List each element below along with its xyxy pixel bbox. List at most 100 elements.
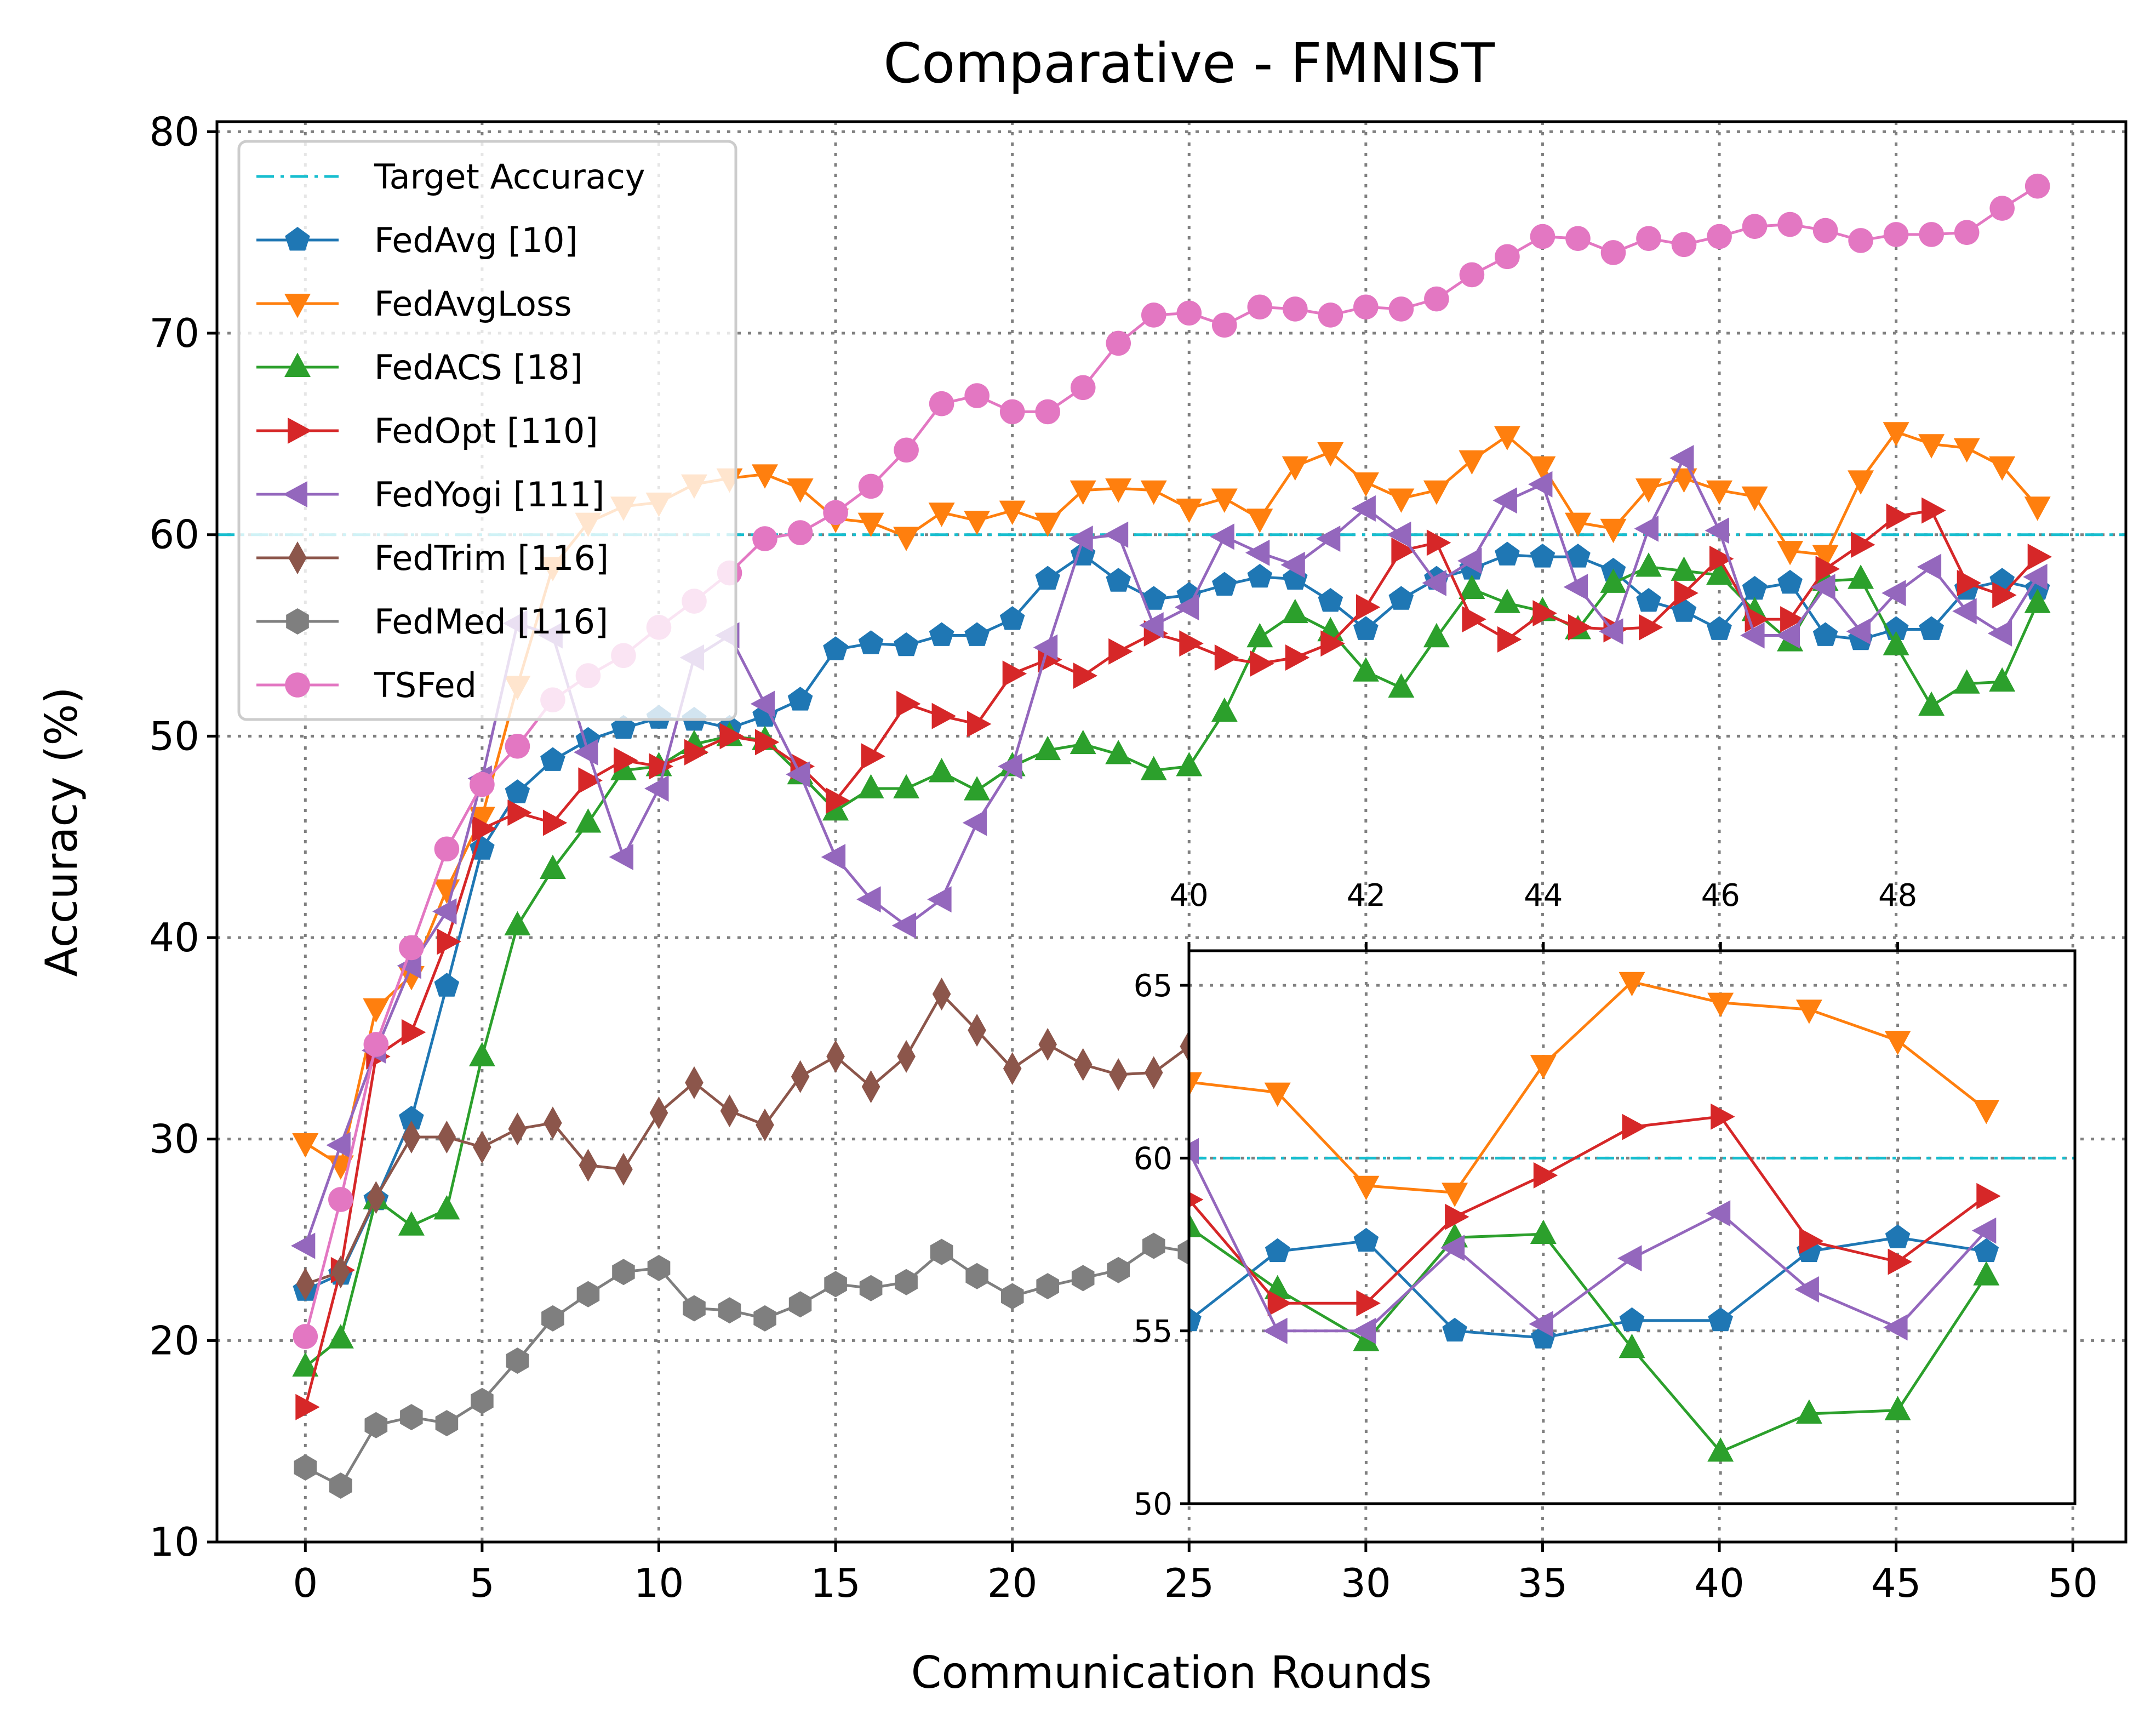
x-axis-label: Communication Rounds xyxy=(911,1647,1432,1698)
data-point xyxy=(1440,1235,1465,1261)
data-point xyxy=(1599,618,1623,645)
data-point xyxy=(1038,1027,1057,1061)
data-point xyxy=(1265,1238,1290,1263)
data-point xyxy=(1351,495,1376,522)
data-point xyxy=(1105,478,1132,503)
series-line xyxy=(304,566,2039,1368)
legend-marker xyxy=(286,608,309,635)
y-tick-label: 20 xyxy=(149,1317,199,1363)
data-point xyxy=(928,502,955,527)
data-point xyxy=(293,1324,318,1349)
data-point xyxy=(1034,512,1061,537)
data-point xyxy=(1530,1055,1557,1080)
data-point xyxy=(578,767,603,794)
data-point xyxy=(1388,488,1415,513)
data-point xyxy=(1070,375,1096,401)
data-point xyxy=(893,527,920,551)
data-point xyxy=(507,800,532,826)
data-point xyxy=(931,703,956,729)
data-point xyxy=(788,1291,812,1318)
series-line xyxy=(304,456,2039,1247)
data-point xyxy=(929,622,954,646)
data-point xyxy=(786,761,810,788)
data-point xyxy=(1777,541,1804,566)
data-point xyxy=(1919,222,1944,247)
data-point xyxy=(1669,445,1694,471)
y-tick-label: 40 xyxy=(149,915,199,961)
data-point xyxy=(1953,438,1980,462)
data-point xyxy=(1282,598,1308,624)
data-point xyxy=(930,1238,953,1265)
data-point xyxy=(1070,729,1096,755)
data-point xyxy=(1884,1031,1911,1055)
data-point xyxy=(929,391,954,416)
legend-entry: Target Accuracy xyxy=(256,157,645,197)
legend-marker xyxy=(285,227,310,251)
data-point xyxy=(504,911,531,935)
data-point xyxy=(1811,574,1835,601)
data-point xyxy=(1886,503,1911,530)
legend-label: FedACS [18] xyxy=(374,347,583,387)
data-point xyxy=(296,1267,315,1301)
data-point xyxy=(1320,630,1345,657)
data-point xyxy=(1848,228,1873,253)
legend-marker xyxy=(285,672,310,698)
data-point xyxy=(1815,556,1840,583)
data-point xyxy=(1071,1265,1095,1292)
data-point xyxy=(1974,1238,1999,1263)
data-point xyxy=(1282,456,1308,481)
data-point xyxy=(1495,541,1520,566)
data-point xyxy=(1989,196,2015,221)
data-point xyxy=(433,1195,460,1220)
data-point xyxy=(363,998,390,1023)
data-point xyxy=(1530,224,1555,249)
data-point xyxy=(292,1133,319,1158)
legend-marker xyxy=(283,481,307,507)
data-point xyxy=(473,1130,491,1164)
data-point xyxy=(1108,638,1133,665)
data-point xyxy=(1388,296,1414,322)
data-point xyxy=(1565,512,1591,537)
data-point xyxy=(575,808,602,833)
legend-label: FedTrim [116] xyxy=(374,538,609,578)
data-point xyxy=(1848,470,1874,495)
data-point xyxy=(1529,456,1556,481)
data-point xyxy=(1884,1396,1911,1420)
data-point xyxy=(964,383,990,408)
data-point xyxy=(1741,486,1768,511)
data-point xyxy=(1445,1203,1469,1230)
y-tick-label: 80 xyxy=(149,108,199,155)
data-point xyxy=(1462,606,1486,633)
data-point xyxy=(1740,622,1765,649)
data-point xyxy=(685,1066,704,1099)
y-axis-label: Accuracy (%) xyxy=(36,687,87,976)
data-point xyxy=(1459,574,1485,599)
data-point xyxy=(1622,1113,1646,1140)
data-point xyxy=(327,1324,354,1349)
legend-entry: FedAvg [10] xyxy=(256,220,578,260)
data-point xyxy=(755,729,780,756)
data-point xyxy=(1387,521,1411,548)
data-point xyxy=(294,1454,317,1481)
data-point xyxy=(1352,657,1379,682)
legend-marker xyxy=(288,541,307,574)
legend-entry: FedYogi [111] xyxy=(256,475,604,515)
x-tick-label: 15 xyxy=(810,1560,861,1606)
data-point xyxy=(1068,526,1093,552)
data-point xyxy=(506,1347,529,1374)
data-point xyxy=(861,1070,880,1104)
data-point xyxy=(1035,566,1060,590)
data-point xyxy=(1073,1048,1093,1081)
data-point xyxy=(468,807,495,831)
data-point xyxy=(1280,551,1305,578)
data-point xyxy=(1921,497,1946,524)
series-line xyxy=(1188,980,1987,1194)
data-point xyxy=(1264,1082,1291,1107)
data-point xyxy=(1529,1311,1553,1338)
data-point xyxy=(1953,669,1980,694)
data-point xyxy=(1188,1213,1202,1237)
legend-label: Target Accuracy xyxy=(374,157,645,197)
data-point xyxy=(1250,650,1274,677)
data-point xyxy=(402,1121,421,1153)
series-fedopt-110 xyxy=(1188,1103,2001,1317)
